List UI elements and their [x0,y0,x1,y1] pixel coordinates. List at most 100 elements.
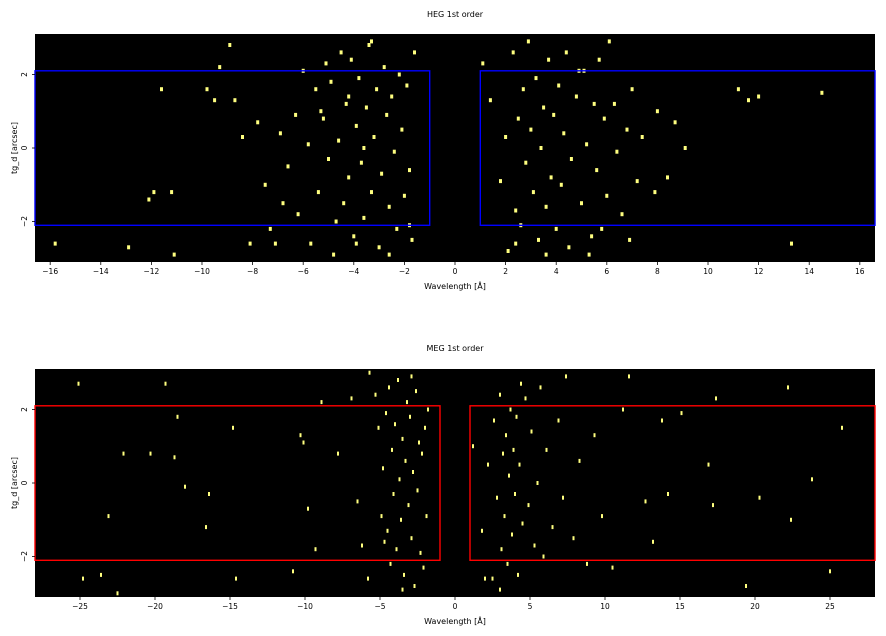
heg-event-point [402,193,406,198]
meg-event-point [521,521,524,526]
meg-event-point [499,392,501,397]
heg-event-point [228,43,232,47]
heg-event-point [390,94,394,99]
meg-event-point [518,462,521,467]
meg-event-point [484,576,486,581]
heg-event-point [263,182,267,187]
meg-event-point [491,576,494,581]
meg-event-point [667,492,669,496]
heg-event-point [362,146,366,150]
heg-x-tick-label: −2 [399,267,410,276]
heg-event-point [309,241,313,246]
heg-title: HEG 1st order [427,10,484,19]
meg-event-point [299,433,302,438]
heg-event-point [635,179,639,184]
heg-event-point [152,190,156,195]
meg-event-point [707,462,710,467]
meg-event-point [557,418,560,423]
meg-x-tick-label: −15 [222,602,238,611]
meg-event-point [235,576,237,581]
meg-event-point [314,547,317,552]
meg-event-point [661,418,663,423]
heg-event-point [294,112,298,117]
heg-event-point [655,109,659,114]
heg-event-point [408,168,411,173]
heg-event-point [218,65,222,70]
meg-event-point [416,488,419,493]
meg-event-point [503,514,506,519]
heg-x-tick-label: −10 [194,267,210,276]
heg-event-point [757,94,761,99]
meg-panel: MEG 1st order −25 −20 −15 −10 −5 0 5 10 15 20 25 −… [10,344,876,626]
heg-event-point [499,179,502,184]
heg-event-point [172,252,176,257]
meg-event-point [122,451,125,456]
meg-event-point [107,514,110,519]
meg-event-point [403,572,405,577]
meg-event-point [565,374,567,379]
meg-event-point [397,378,399,382]
heg-event-point [526,39,530,44]
meg-event-point [368,370,371,375]
heg-x-tick-label: 0 [453,267,458,276]
meg-event-point [392,492,395,496]
meg-y-tick-label: −2 [20,551,29,562]
heg-event-point [347,94,351,99]
meg-event-point [505,433,507,438]
heg-event-point [529,127,533,132]
heg-event-point [666,175,669,180]
heg-event-point [147,197,151,202]
meg-event-point [395,547,398,552]
heg-region-box-right [479,70,876,227]
heg-event-point [397,72,401,77]
heg-event-point [352,234,356,239]
heg-event-point [539,146,543,150]
meg-event-point [394,422,396,427]
meg-event-point [361,543,363,548]
meg-event-point [506,561,509,566]
meg-event-point [622,407,624,412]
heg-y-label: tg_d [arcsec] [10,122,19,174]
meg-event-point [404,458,407,463]
meg-event-point [424,425,426,430]
meg-event-point [715,396,717,401]
meg-event-point [512,447,515,452]
heg-y-tick-label: 0 [20,145,29,150]
heg-y-tick-label: 2 [20,72,29,77]
heg-event-point [580,201,583,206]
meg-event-point [481,528,483,533]
heg-event-point [574,94,578,99]
heg-event-point [521,87,525,92]
heg-event-point [625,127,629,132]
heg-event-point [53,241,57,246]
heg-event-point [567,245,571,250]
heg-event-point [673,120,677,125]
heg-event-point [387,252,391,257]
meg-y-axis: −2 0 2 [20,407,35,562]
heg-event-point [615,149,619,154]
heg-event-point [372,135,376,139]
heg-event-point [306,142,310,147]
meg-plot-background [35,369,875,597]
heg-event-point [531,190,535,195]
meg-event-point [388,385,390,390]
heg-event-point [248,241,252,246]
heg-event-point [354,241,358,246]
meg-event-point [391,447,393,452]
heg-event-point [321,116,325,121]
heg-panel: HEG 1st order −16 −14 −12 −10 −8 −6 −4 −2 0 2 4 6 8 1… [10,10,876,291]
heg-event-point [316,190,320,195]
heg-event-point [342,201,346,206]
meg-event-point [502,451,504,456]
heg-event-point [736,87,740,92]
heg-event-point [364,105,368,110]
meg-event-point [545,447,548,452]
meg-event-point [337,451,339,456]
meg-event-point [406,400,408,405]
meg-event-point [515,414,518,419]
heg-event-point [349,57,353,62]
meg-event-point [829,569,831,574]
heg-event-point [337,138,341,143]
meg-event-point [386,528,389,533]
heg-x-tick-label: 8 [655,267,660,276]
